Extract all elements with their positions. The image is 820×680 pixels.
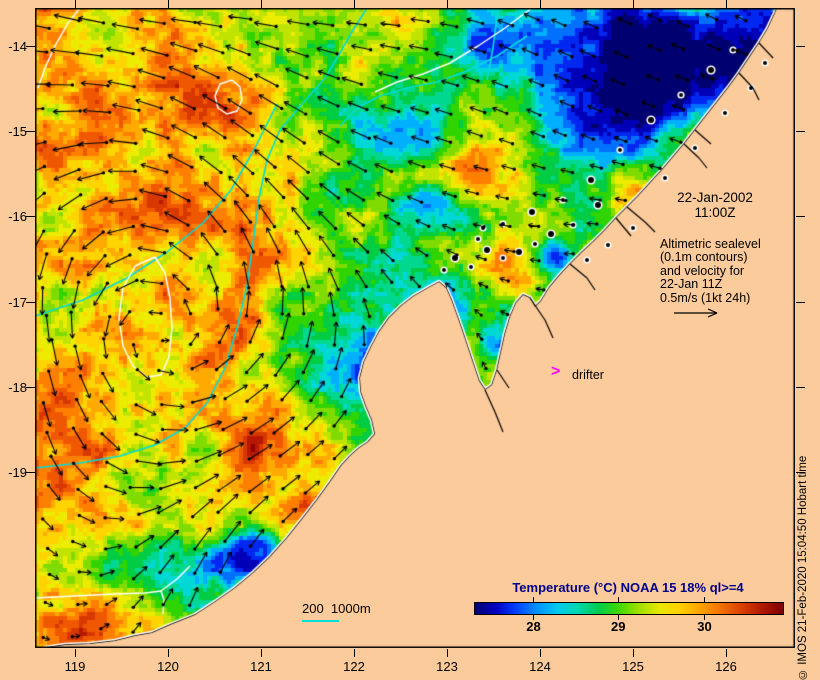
y-axis-tick	[26, 45, 35, 47]
drifter-marker-icon: >	[551, 363, 561, 380]
y-axis-label: -16	[8, 209, 27, 224]
x-axis-tick-top	[725, 0, 727, 8]
datetime-date: 22-Jan-2002	[677, 190, 753, 205]
x-axis-tick	[353, 649, 355, 657]
x-axis-label: 124	[529, 659, 551, 674]
colorbar-tick	[533, 597, 535, 602]
x-axis-tick-top	[446, 0, 448, 8]
colorbar-tick-label: 28	[526, 619, 541, 634]
x-axis-tick-top	[74, 0, 76, 8]
altimetric-line: (0.1m contours)	[660, 250, 748, 265]
sst-map-canvas	[35, 8, 795, 648]
datetime-annotation: 22-Jan-2002 11:00Z	[655, 190, 775, 220]
colorbar-tick	[703, 615, 705, 620]
x-axis-label: 126	[715, 659, 737, 674]
y-axis-tick-right	[796, 130, 805, 132]
x-axis-tick	[725, 649, 727, 657]
altimetric-line: and velocity for	[660, 263, 745, 278]
y-axis-label: -19	[8, 465, 27, 480]
x-axis-label: 120	[157, 659, 179, 674]
altimetric-line: 0.5m/s (1kt 24h)	[660, 290, 751, 305]
x-axis-label: 125	[622, 659, 644, 674]
altimetric-annotation: Altimetric sealevel (0.1m contours) and …	[660, 237, 810, 305]
copyright-text: © IMOS 21-Feb-2020 15:04:50 Hobart time	[797, 455, 809, 680]
y-axis-label: -17	[8, 295, 27, 310]
datetime-time: 11:00Z	[694, 205, 736, 220]
drifter-label: drifter	[572, 368, 604, 382]
y-axis-tick	[26, 130, 35, 132]
altimetric-line: Altimetric sealevel	[660, 237, 761, 251]
x-axis-label: 122	[343, 659, 365, 674]
colorbar-tick-label: 30	[697, 619, 712, 634]
x-axis-tick	[74, 649, 76, 657]
y-axis-tick-right	[796, 45, 805, 47]
y-axis-tick	[26, 386, 35, 388]
y-axis-tick	[26, 215, 35, 217]
x-axis-tick-top	[539, 0, 541, 8]
x-axis-tick-top	[167, 0, 169, 8]
altimetric-line: 22-Jan 11Z	[660, 277, 723, 292]
depth-contour-legend-line	[302, 620, 339, 622]
x-axis-tick	[260, 649, 262, 657]
x-axis-tick	[539, 649, 541, 657]
colorbar-tick	[617, 597, 619, 602]
x-axis-tick-top	[632, 0, 634, 8]
colorbar-tick-label: 29	[610, 619, 626, 634]
x-axis-tick-top	[260, 0, 262, 8]
colorbar-title: Temperature (°C) NOAA 15 18% ql>=4	[512, 580, 744, 595]
x-axis-tick	[632, 649, 634, 657]
colorbar-tick	[617, 615, 619, 620]
colorbar-tick	[703, 597, 705, 602]
y-axis-tick-right	[796, 215, 805, 217]
velocity-scale-arrow-icon	[674, 308, 718, 318]
y-axis-label: -14	[8, 39, 27, 54]
depth-contour-legend: 200 1000m	[302, 601, 371, 616]
y-axis-label: -18	[8, 380, 27, 395]
colorbar-gradient	[474, 602, 784, 615]
y-axis-tick-right	[796, 301, 805, 303]
x-axis-tick-top	[353, 0, 355, 8]
x-axis-tick	[446, 649, 448, 657]
y-axis-tick	[26, 471, 35, 473]
y-axis-tick-right	[796, 471, 805, 473]
x-axis-label: 121	[250, 659, 272, 674]
x-axis-label: 123	[436, 659, 458, 674]
x-axis-tick	[167, 649, 169, 657]
x-axis-label: 119	[64, 659, 86, 674]
y-axis-tick-right	[796, 386, 805, 388]
y-axis-tick	[26, 301, 35, 303]
colorbar-tick	[533, 615, 535, 620]
y-axis-label: -15	[8, 124, 27, 139]
